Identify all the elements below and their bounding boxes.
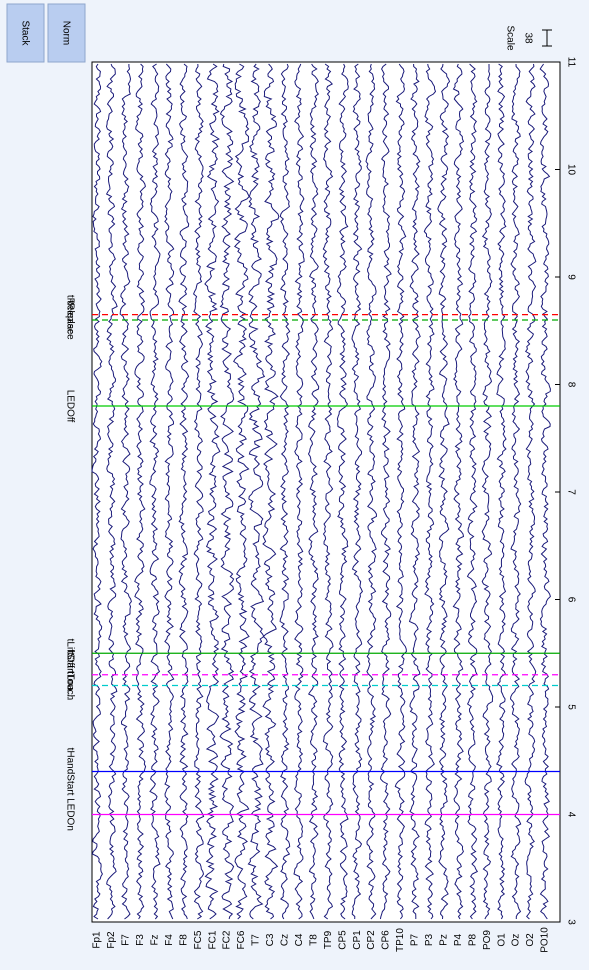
event-label: tReplace [64, 300, 75, 340]
channel-label: TP9 [323, 930, 334, 949]
tick-label: 3 [565, 919, 576, 925]
event-label: LEDOff [64, 390, 75, 423]
channel-label: F4 [164, 934, 175, 946]
eeg-trace [466, 63, 479, 920]
button-label[interactable]: Norm [60, 21, 71, 45]
eeg-trace [164, 63, 175, 920]
traces [91, 63, 551, 920]
eeg-trace [105, 63, 118, 920]
eeg-trace [365, 63, 377, 920]
channel-label: PO10 [540, 927, 551, 953]
tick-label: 10 [565, 164, 576, 176]
eeg-trace [336, 63, 349, 920]
channel-label: CP6 [381, 930, 392, 950]
tick-label: 9 [565, 274, 576, 280]
eeg-trace [293, 63, 305, 920]
channel-label: FC6 [236, 930, 247, 949]
eeg-trace [539, 63, 551, 920]
eeg-trace [134, 63, 147, 920]
channel-label: FC5 [193, 930, 204, 949]
eeg-trace [149, 63, 161, 920]
event-label: tLiftOff [64, 639, 75, 668]
eeg-trace [204, 63, 221, 920]
channel-label: P3 [424, 933, 435, 946]
channel-label: F7 [121, 934, 132, 946]
eeg-trace [496, 63, 507, 920]
channel-label: O2 [525, 933, 536, 947]
channel-label: PO9 [482, 930, 493, 950]
channel-label: P7 [410, 933, 421, 946]
channel-label: FC2 [222, 930, 233, 949]
event-label: tTouch [64, 671, 75, 700]
eeg-trace [452, 63, 465, 920]
tick-label: 11 [565, 57, 576, 68]
eeg-trace [262, 63, 280, 920]
eeg-trace [219, 63, 235, 920]
channel-label: Oz [511, 934, 522, 947]
scale-value: 38 [522, 32, 533, 44]
channel-label: P8 [467, 933, 478, 946]
plot-area [91, 61, 561, 923]
tick-label: 8 [565, 382, 576, 388]
eeg-trace [524, 63, 537, 920]
channel-label: CP2 [366, 930, 377, 950]
channel-label: Fz [149, 934, 160, 945]
overlay: Fp1 Fp2 F7 F3 Fz F4 F8 FC5 FC1 FC2 FC6 T7 C3 Cz C4 T8 TP… [64, 57, 576, 953]
channel-label: T8 [308, 934, 319, 946]
tick-label: 6 [565, 597, 576, 603]
channel-label: FC1 [207, 930, 218, 949]
eeg-trace [119, 64, 132, 920]
channel-label: F3 [135, 934, 146, 946]
scale-label: Scale [504, 25, 515, 50]
eeg-trace [178, 63, 190, 920]
eeg-trace [307, 63, 320, 920]
eeg-trace [91, 63, 103, 920]
norm-button[interactable]: Norm [47, 3, 86, 63]
eeg-trace [394, 63, 407, 920]
eeg-trace [233, 63, 250, 920]
eeg-trace [351, 63, 363, 920]
eeg-trace [509, 63, 522, 919]
eeg-trace [423, 63, 437, 920]
channel-label: Cz [280, 934, 291, 946]
event-label: tHandStart [64, 748, 75, 796]
eeg-trace [437, 63, 451, 920]
channel-label: O1 [496, 933, 507, 947]
channel-label: C4 [294, 933, 305, 946]
event-label: tRelease [64, 295, 75, 335]
eeg-trace [408, 63, 421, 919]
tick-label: 4 [565, 812, 576, 818]
channel-label: F8 [178, 934, 189, 946]
eeg-trace [279, 63, 291, 920]
channel-label: Fp1 [92, 931, 103, 949]
channel-label: TP10 [395, 928, 406, 952]
channel-label: C3 [265, 933, 276, 946]
button-label[interactable]: Stack [19, 20, 30, 46]
event-label: LEDOn [64, 798, 75, 831]
channel-label: CP5 [337, 930, 348, 950]
tick-label: 7 [565, 489, 576, 495]
channel-label: CP1 [352, 930, 363, 950]
tick-label: 5 [565, 704, 576, 710]
eeg-trace [322, 63, 334, 920]
channel-label: P4 [453, 933, 464, 946]
eeg-trace [481, 64, 494, 920]
event-label: tStartLoa... [64, 650, 75, 699]
eeg-trace [193, 63, 205, 920]
stack-button[interactable]: Stack [6, 3, 45, 63]
button-face[interactable] [6, 3, 45, 63]
channel-label: Fp2 [106, 931, 117, 949]
eeg-trace [379, 63, 392, 920]
channel-label: T7 [251, 934, 262, 946]
channel-label: Pz [438, 934, 449, 946]
button-face[interactable] [47, 3, 86, 63]
scale-bar [542, 29, 552, 47]
eeg-trace [247, 63, 266, 920]
